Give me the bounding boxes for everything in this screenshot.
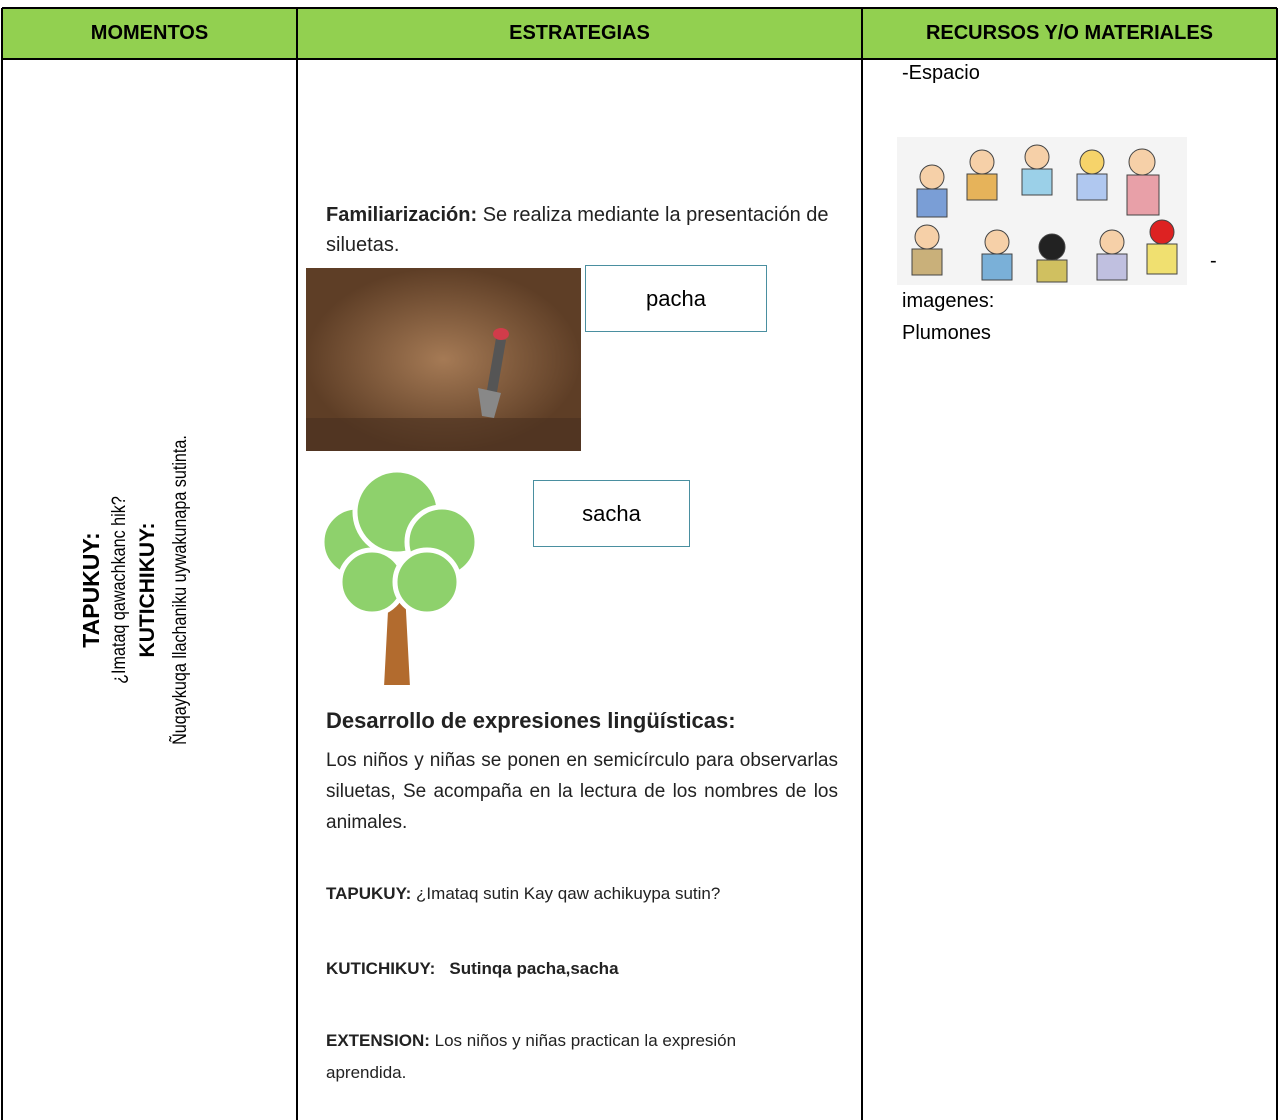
paragraph: EXTENSION: Los niños y niñas practican l… xyxy=(326,1025,796,1089)
paragraph: TAPUKUY: ¿Imataq sutin Kay qaw achikuypa… xyxy=(326,880,720,908)
border xyxy=(1276,8,1278,1120)
children-image xyxy=(897,137,1187,285)
heading: Desarrollo de expresiones lingüísticas: xyxy=(326,708,736,733)
label: TAPUKUY: xyxy=(78,532,104,648)
text: Ñuqaykuqa llachaniku uywakunapa sutinta. xyxy=(170,435,191,745)
header-cell: RECURSOS Y/O MATERIALES xyxy=(862,8,1277,58)
text: ¿Imataq qawachkanc hik? xyxy=(109,496,130,684)
label: Familiarización: xyxy=(326,204,478,226)
header-cell: ESTRATEGIAS xyxy=(297,8,862,58)
word-box: sacha xyxy=(533,480,690,547)
paragraph: Familiarización: Se realiza mediante la … xyxy=(326,200,836,260)
item: imagenes: xyxy=(902,290,995,312)
tree-image xyxy=(319,467,480,689)
paragraph: Los niños y niñas se ponen en semicírcul… xyxy=(326,750,838,833)
label: KUTICHIKUY: xyxy=(136,522,159,658)
text: Sutinqa pacha,sacha xyxy=(449,959,619,978)
text: Los niños y niñas practican la expresión… xyxy=(326,1031,737,1082)
text: ¿Imataq sutin Kay qaw achikuypa sutin? xyxy=(416,884,721,903)
border xyxy=(1,8,3,1120)
item: Plumones xyxy=(902,322,991,344)
text: Se realiza mediante la presentación de s… xyxy=(326,204,829,256)
border xyxy=(2,58,1277,60)
label: EXTENSION: xyxy=(326,1031,430,1050)
border xyxy=(861,8,863,1120)
header-cell: MOMENTOS xyxy=(2,8,297,58)
border xyxy=(2,7,1277,9)
label: TAPUKUY: xyxy=(326,884,412,903)
paragraph: KUTICHIKUY: Sutinqa pacha,sacha xyxy=(326,955,619,983)
border xyxy=(296,8,298,1120)
label: KUTICHIKUY: xyxy=(326,959,436,978)
item: - xyxy=(1210,250,1217,272)
item: -Espacio xyxy=(902,62,980,84)
word-box: pacha xyxy=(585,265,767,332)
soil-image xyxy=(306,268,581,451)
moments: TAPUKUY: ¿Imataq qawachkanc hik? KUTICHI… xyxy=(75,290,225,890)
